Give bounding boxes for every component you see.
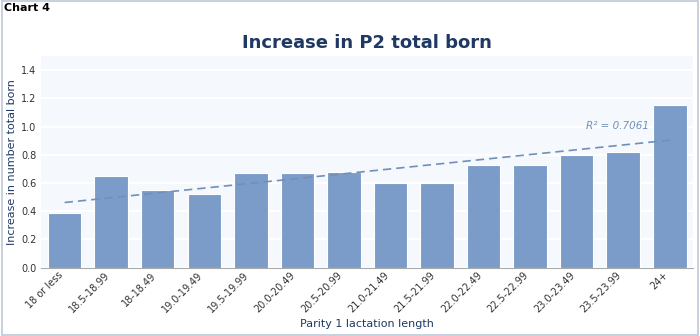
Y-axis label: Increase in number total born: Increase in number total born [7,79,17,245]
Bar [467,165,500,267]
Bar [141,190,174,267]
Bar [374,183,407,267]
X-axis label: Parity 1 lactation length: Parity 1 lactation length [300,319,434,329]
Text: Chart 4: Chart 4 [4,3,50,13]
Bar [48,213,81,267]
Bar [653,106,687,267]
Bar [560,155,594,267]
Bar [606,152,640,267]
Bar [420,183,454,267]
Bar [94,176,128,267]
Bar [327,172,360,267]
Text: R² = 0.7061: R² = 0.7061 [586,121,649,131]
Bar [513,165,547,267]
Title: Increase in P2 total born: Increase in P2 total born [242,34,492,52]
Bar [234,173,267,267]
Bar [281,173,314,267]
Bar [188,194,221,267]
